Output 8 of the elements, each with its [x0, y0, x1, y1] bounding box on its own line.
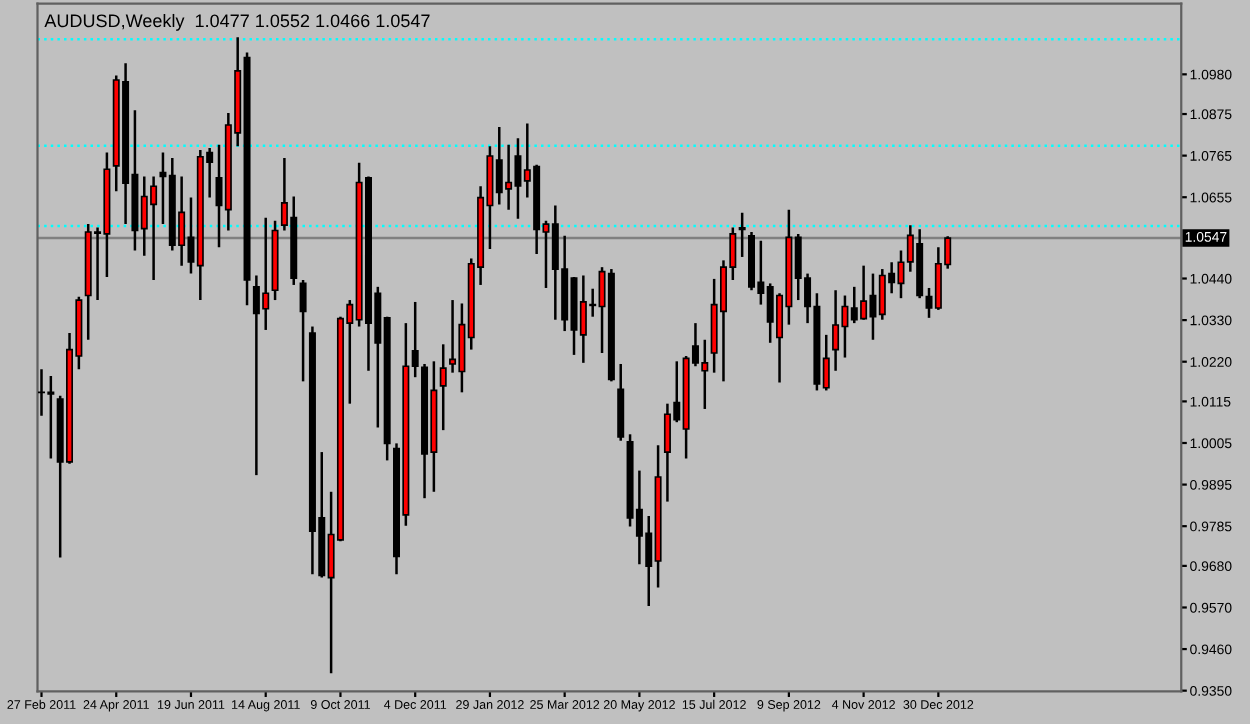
candlestick: [299, 278, 307, 383]
candlestick: [617, 362, 625, 442]
candlestick: [832, 288, 840, 373]
candlestick: [37, 368, 46, 418]
candlestick: [439, 343, 447, 432]
candlestick: [738, 211, 746, 259]
candlestick: [449, 298, 457, 374]
text: AUDUSD,Weekly 1.0477 1.0552 1.0466 1.0547: [44, 13, 430, 31]
